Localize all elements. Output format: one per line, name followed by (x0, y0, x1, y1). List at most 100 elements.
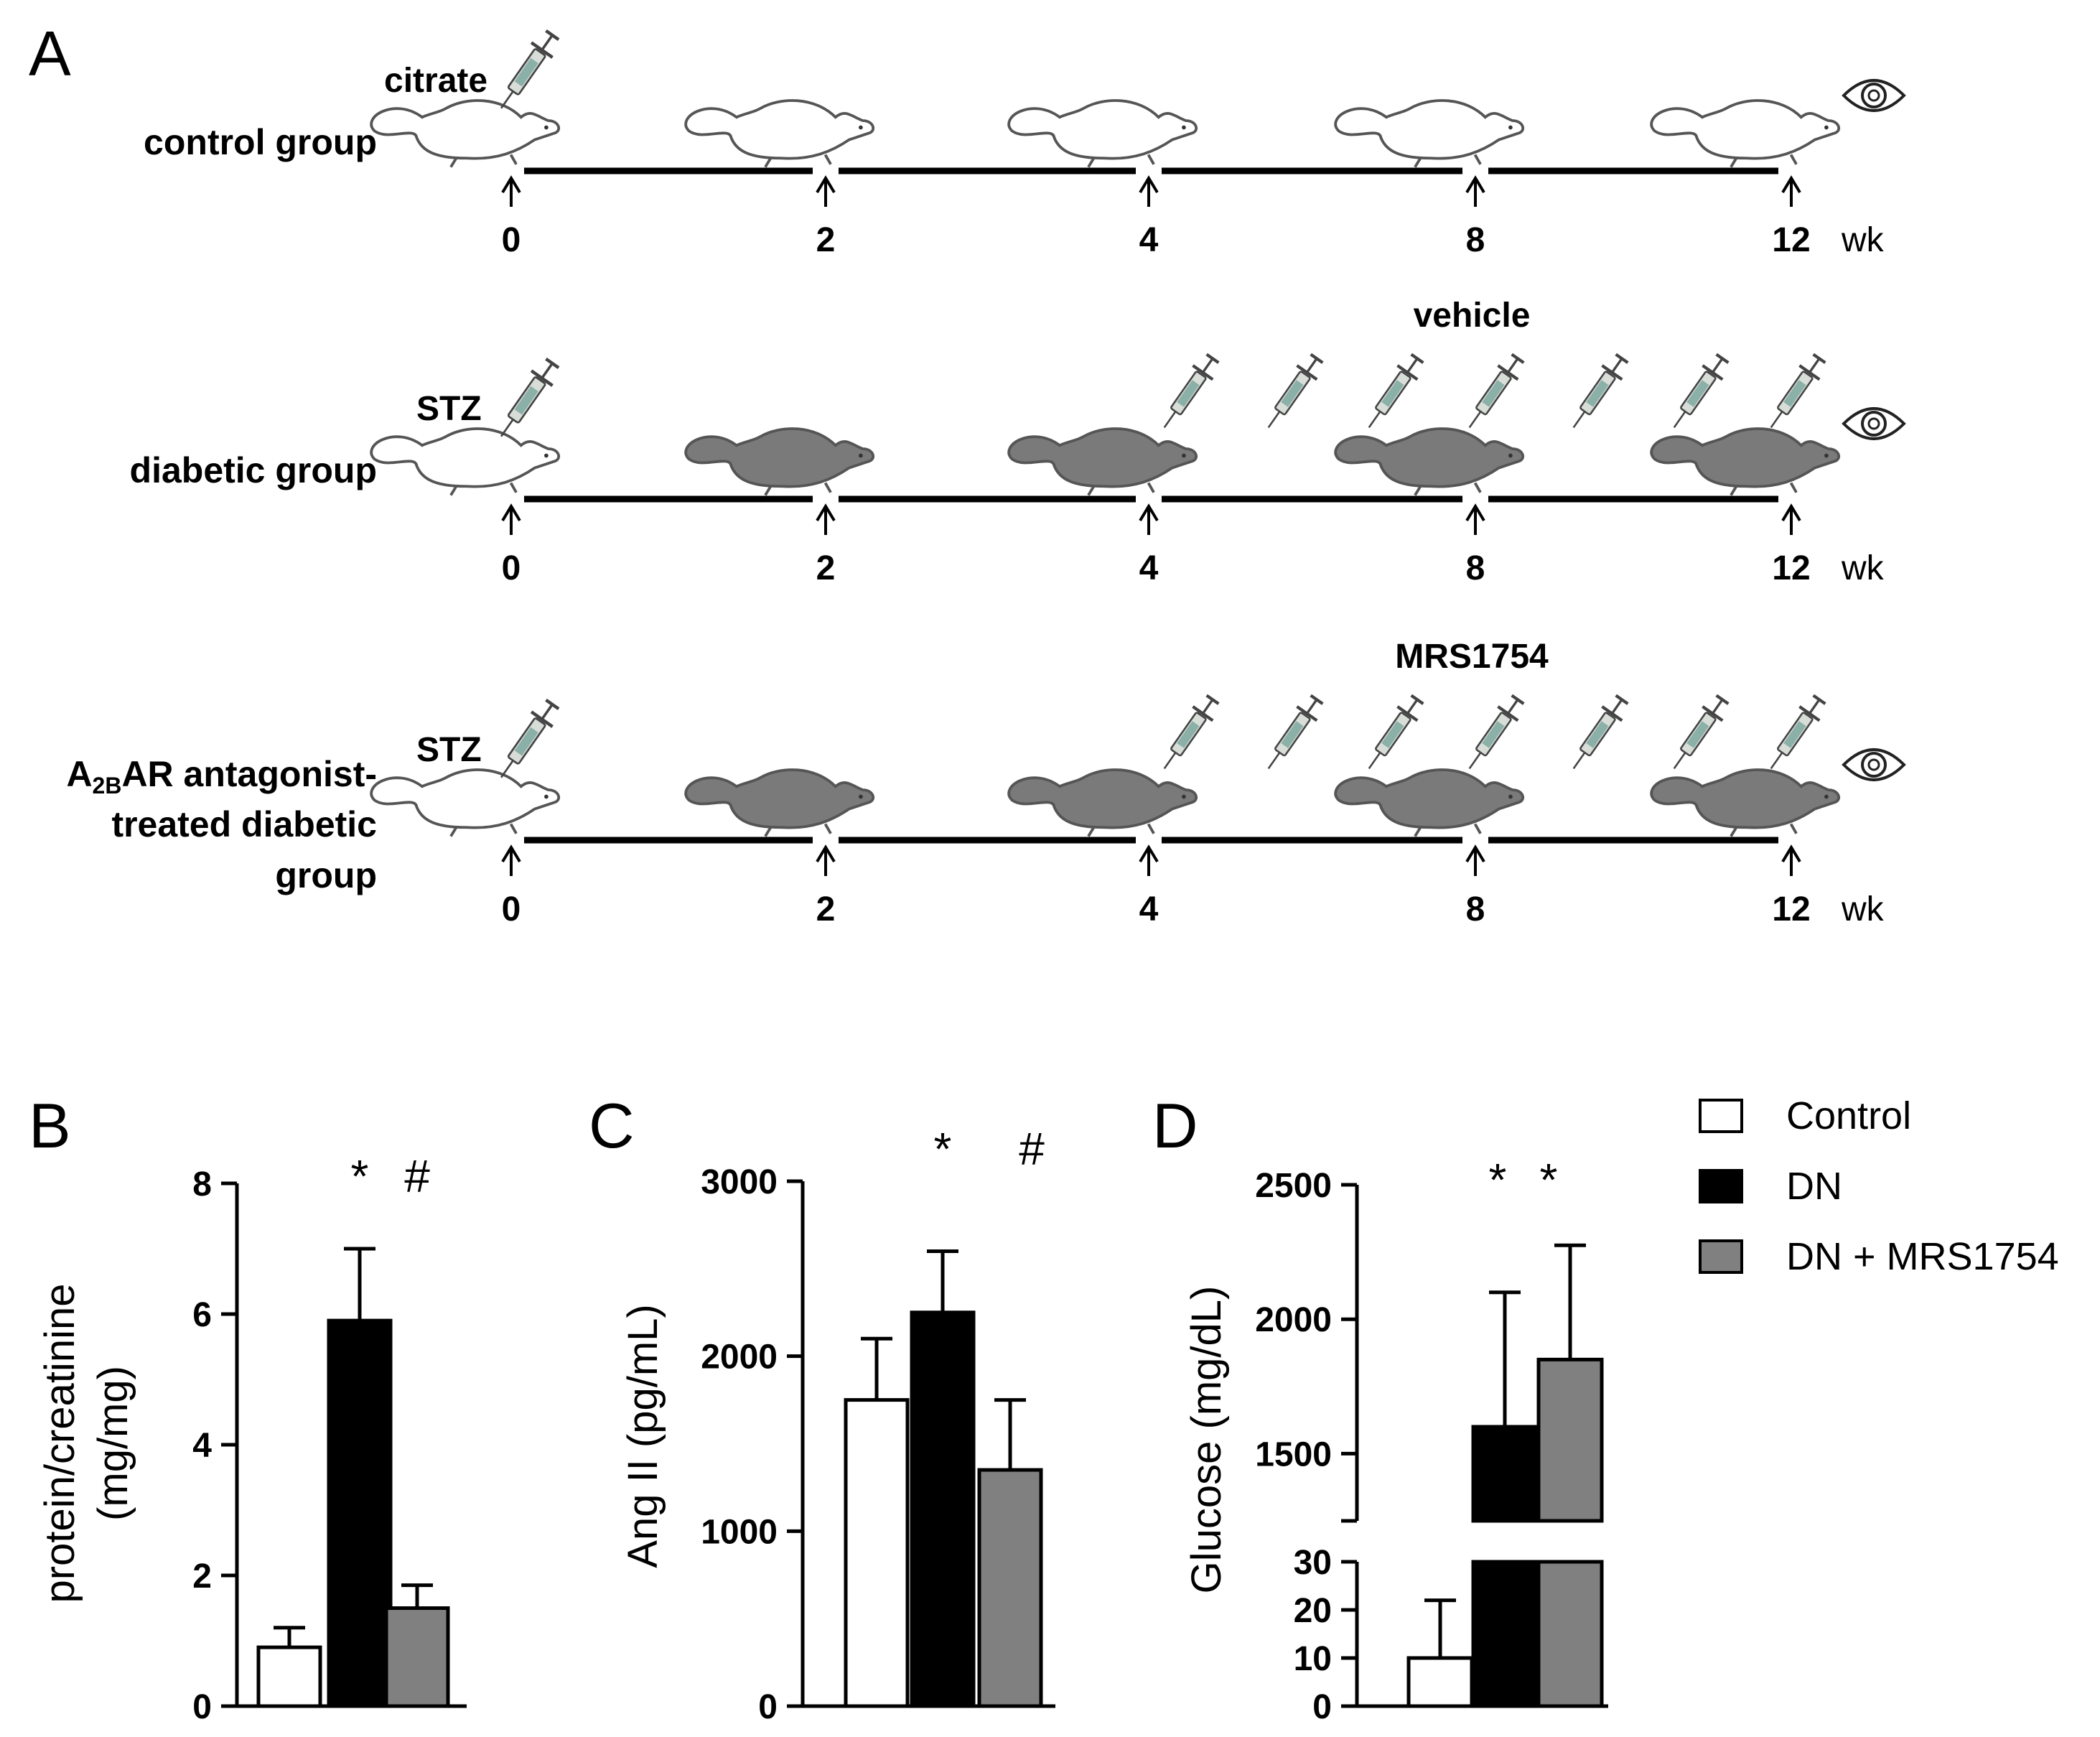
timepoint-arrow (1139, 844, 1159, 876)
y-tick-label: 3000 (701, 1163, 778, 1201)
timepoint-label: 2 (816, 549, 836, 587)
healthy-mouse-icon (684, 99, 875, 169)
syringe-icon (1664, 352, 1732, 435)
time-unit-label: wk (1841, 221, 1885, 259)
chart-b: 0 2 4 6 8 * # protein/creatinine (mg/mg) (37, 1150, 467, 1726)
syringe-icon (1564, 352, 1632, 435)
timepoint-arrow (1139, 503, 1159, 535)
timepoint-arrow (1465, 503, 1485, 535)
y-tick-label: 20 (1294, 1592, 1332, 1630)
timepoint-label: 4 (1139, 890, 1159, 928)
healthy-mouse-icon (1334, 99, 1525, 169)
panel-b-letter: B (29, 1090, 71, 1161)
injection-label: STZ (416, 390, 482, 428)
group-label-line-2: treated diabetic (111, 804, 377, 844)
timepoint-label: 8 (1466, 549, 1485, 587)
group-label-line-3: group (275, 855, 377, 895)
syringe-icon (490, 28, 563, 116)
significance-marker: * (1540, 1154, 1558, 1206)
bar-dn-lower (1471, 1560, 1539, 1708)
legend-label-control: Control (1786, 1094, 1911, 1137)
y-tick-label: 1000 (701, 1513, 778, 1551)
group-label: control group (144, 122, 377, 162)
y-tick-label: 10 (1294, 1640, 1332, 1678)
bar-dn (910, 1310, 976, 1708)
syringe-icon (1460, 693, 1528, 776)
syringe-icon (490, 697, 563, 785)
diabetic-mouse-icon (1334, 768, 1525, 838)
timepoint-label: 12 (1772, 221, 1810, 259)
significance-marker: # (404, 1150, 430, 1202)
syringe-icon (1460, 352, 1528, 435)
timepoint-label: 0 (502, 549, 521, 587)
diabetic-mouse-icon (1007, 768, 1198, 838)
significance-marker: * (1489, 1154, 1507, 1206)
chart-c: 0 1000 2000 3000 * # Ang II (pg/mL) (620, 1123, 1055, 1726)
healthy-mouse-icon (370, 99, 561, 169)
syringe-icon (1154, 693, 1223, 776)
legend: Control DN DN + MRS1754 (1699, 1094, 2059, 1278)
timepoint-arrow (1465, 844, 1485, 876)
y-tick-label: 0 (1312, 1688, 1332, 1726)
y-axis-label: Glucose (mg/dL) (1183, 1286, 1230, 1594)
timepoint-arrow (816, 844, 836, 876)
y-tick-label: 2000 (1255, 1301, 1332, 1339)
treatment-label: MRS1754 (1395, 638, 1549, 676)
syringe-icon (1359, 352, 1427, 435)
timepoint-label: 12 (1772, 890, 1810, 928)
y-tick-label: 4 (192, 1427, 212, 1465)
injection-label: STZ (416, 731, 482, 769)
bar-control (256, 1645, 322, 1708)
diabetic-mouse-icon (684, 427, 875, 497)
panel-d-letter: D (1152, 1090, 1198, 1161)
y-tick-label: 2000 (701, 1338, 778, 1377)
bar-dn-upper (1471, 1425, 1539, 1523)
bar-control (1406, 1656, 1474, 1708)
timepoint-arrow (816, 175, 836, 207)
diabetic-mouse-icon (1007, 427, 1198, 497)
group-label-line-1: A2BAR antagonist- (66, 754, 377, 798)
syringe-icon (490, 356, 563, 444)
panel-c-letter: C (589, 1090, 635, 1161)
eye-icon (1842, 79, 1905, 112)
timepoint-label: 4 (1139, 549, 1159, 587)
y-axis-label-line-1: protein/creatinine (37, 1284, 83, 1603)
bar-dn-mrs1754-lower (1536, 1560, 1604, 1708)
bar-dn-mrs1754 (977, 1468, 1043, 1708)
timepoint-label: 0 (502, 221, 521, 259)
eye-icon (1842, 748, 1905, 781)
legend-swatch-dn (1699, 1169, 1743, 1203)
timeline-group-1: diabetic group 0 2 4 8 12 wk STZ vehicle (130, 297, 1905, 587)
timepoint-label: 8 (1466, 890, 1485, 928)
legend-swatch-control (1699, 1099, 1743, 1133)
injection-label: citrate (384, 62, 487, 100)
syringe-icon (1259, 352, 1327, 435)
treatment-label: vehicle (1414, 297, 1531, 335)
y-tick-label: 30 (1294, 1544, 1332, 1582)
healthy-mouse-icon (370, 768, 561, 838)
panel-a-letter: A (29, 18, 71, 89)
bar-dn-mrs1754 (384, 1606, 450, 1708)
diabetic-mouse-icon (1650, 427, 1841, 497)
syringe-icon (1359, 693, 1427, 776)
y-tick-label: 6 (192, 1296, 212, 1334)
diabetic-mouse-icon (684, 768, 875, 838)
syringe-icon (1761, 693, 1829, 776)
timepoint-arrow (501, 175, 521, 207)
y-tick-label: 0 (192, 1688, 212, 1726)
timepoint-arrow (816, 503, 836, 535)
y-axis-label-line-2: (mg/mg) (90, 1366, 136, 1521)
y-axis-label: Ang II (pg/mL) (620, 1304, 666, 1568)
timepoint-label: 2 (816, 890, 836, 928)
y-tick-label: 2 (192, 1557, 212, 1596)
syringe-icon (1761, 352, 1829, 435)
legend-label-dn: DN (1786, 1165, 1842, 1208)
y-tick-label: 2500 (1255, 1167, 1332, 1205)
timeline-group-2: A2BAR antagonist-treated diabetic group 0 2… (66, 638, 1905, 928)
timepoint-arrow (1781, 503, 1801, 535)
significance-marker: * (934, 1123, 952, 1175)
legend-label-dn-mrs1754: DN + MRS1754 (1786, 1235, 2059, 1278)
eye-icon (1842, 407, 1905, 440)
y-tick-label: 8 (192, 1165, 212, 1203)
